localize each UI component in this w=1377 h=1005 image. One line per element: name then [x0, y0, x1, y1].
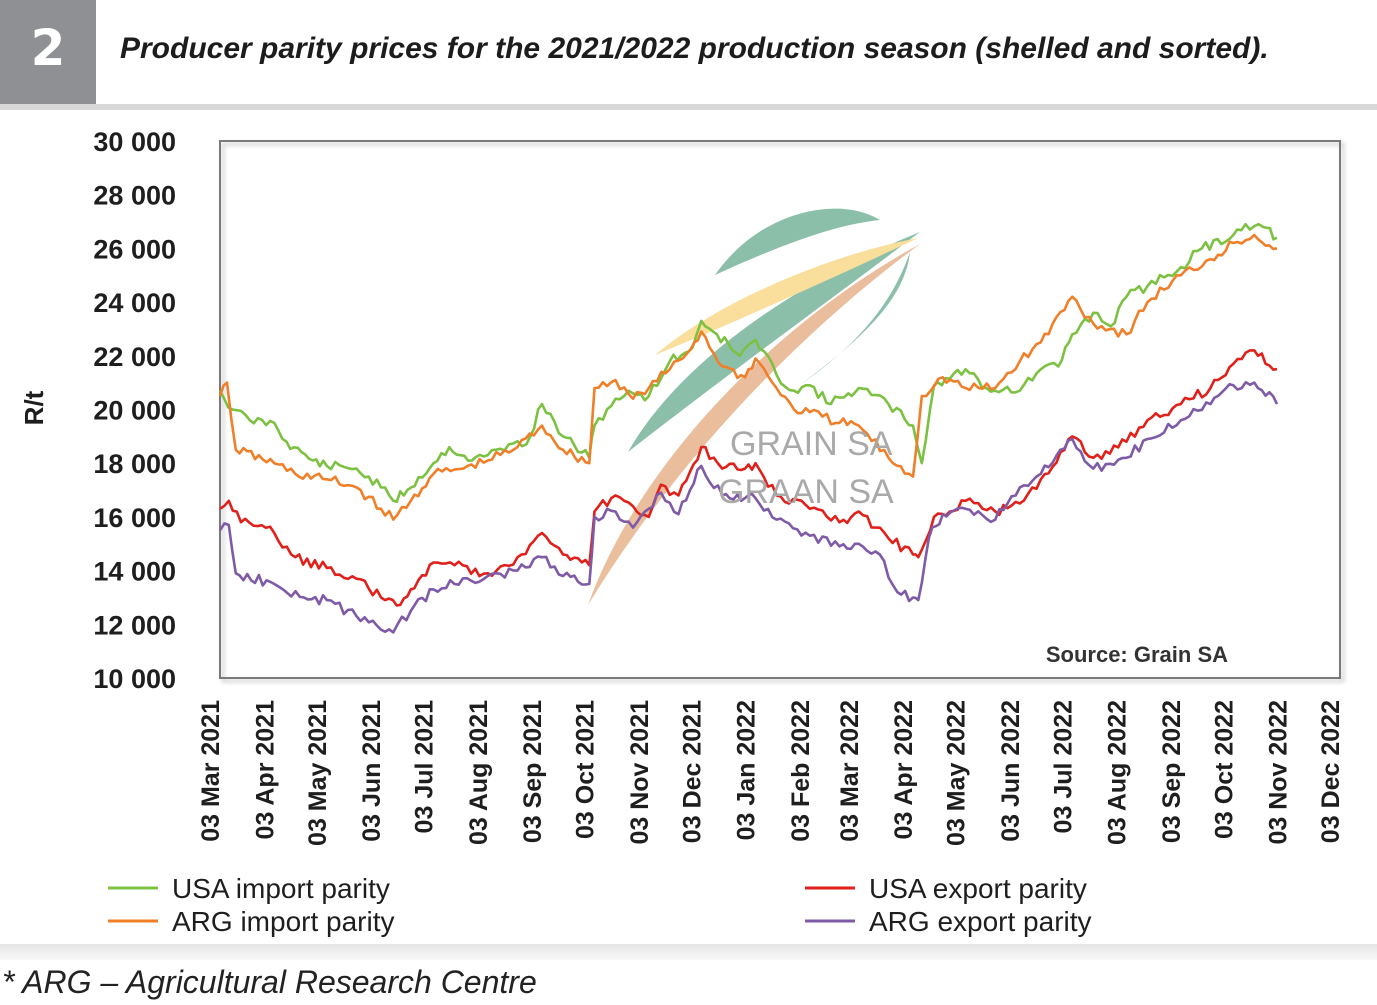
- x-tick-label: 03 Mar 2021: [197, 700, 225, 842]
- legend-label: ARG export parity: [869, 906, 1092, 937]
- x-tick-label: 03 Apr 2022: [890, 700, 918, 839]
- y-tick-label: 16 000: [93, 503, 176, 533]
- x-tick-label: 03 Jun 2021: [358, 700, 386, 842]
- x-tick-label: 03 Sep 2022: [1158, 700, 1186, 843]
- x-tick-label: 03 Dec 2022: [1317, 700, 1345, 843]
- x-tick-label: 03 Aug 2021: [465, 700, 493, 845]
- x-tick-label: 03 Oct 2021: [572, 700, 600, 839]
- legend-label: ARG import parity: [172, 906, 395, 937]
- series-line: [218, 233, 1278, 521]
- watermark-text-1: GRAIN SA: [730, 425, 893, 463]
- x-tick-label: 03 Apr 2021: [251, 700, 279, 840]
- y-tick-label: 22 000: [93, 342, 176, 372]
- legend-label: USA export parity: [869, 873, 1087, 904]
- series-line: [219, 349, 1278, 607]
- source-note: Source: Grain SA: [1046, 642, 1228, 667]
- y-tick-label: 18 000: [93, 449, 176, 479]
- series-line: [218, 381, 1279, 634]
- footnote: * ARG – Agricultural Research Centre: [2, 964, 537, 1000]
- x-tick-label: 03 Dec 2021: [678, 700, 706, 843]
- x-tick-label: 03 Sep 2021: [519, 700, 547, 843]
- x-tick-label: 03 Feb 2022: [787, 700, 815, 842]
- y-axis-label: R/t: [19, 390, 49, 425]
- x-tick-label: 03 Oct 2022: [1210, 700, 1238, 839]
- x-tick-label: 03 Jun 2022: [997, 700, 1025, 842]
- watermark-text-2: GRAAN SA: [718, 473, 894, 511]
- y-axis-ticks: 10 000 12 000 14 000 16 000 18 000 20 000 22 0…: [93, 127, 176, 694]
- plot-area-frame: [219, 140, 1341, 679]
- y-tick-label: 26 000: [93, 234, 176, 264]
- x-tick-label: 03 Nov 2022: [1265, 700, 1293, 845]
- footer-band: [0, 944, 1377, 960]
- x-tick-label: 03 Aug 2022: [1104, 700, 1132, 845]
- x-tick-label: 03 Nov 2021: [626, 700, 654, 845]
- series-lines: [218, 222, 1279, 634]
- y-tick-label: 28 000: [93, 181, 176, 211]
- y-tick-label: 14 000: [93, 557, 176, 587]
- x-axis-ticks: 03 Mar 2021 03 Apr 2021 03 May 2021 03 Jun …: [197, 700, 1345, 846]
- grain-sa-watermark-logo: [588, 208, 920, 605]
- y-tick-label: 30 000: [93, 127, 176, 157]
- x-tick-label: 03 Mar 2022: [836, 700, 864, 842]
- figure-header: 2 Producer parity prices for the 2021/20…: [0, 0, 1377, 110]
- chart: 10 000 12 000 14 000 16 000 18 000 20 000 22 0…: [19, 127, 1345, 937]
- x-tick-label: 03 Jan 2022: [733, 700, 761, 840]
- series-line: [218, 222, 1278, 504]
- y-tick-label: 12 000: [93, 610, 176, 640]
- y-tick-label: 20 000: [93, 396, 176, 426]
- legend-label: USA import parity: [172, 873, 390, 904]
- y-tick-label: 10 000: [93, 664, 176, 694]
- chart-title: Producer parity prices for the 2021/2022…: [120, 32, 1269, 65]
- x-tick-label: 03 Jul 2021: [411, 700, 439, 834]
- figure-number: 2: [0, 0, 96, 104]
- x-tick-label: 03 May 2021: [304, 700, 332, 846]
- x-tick-label: 03 Jul 2022: [1049, 700, 1077, 833]
- y-tick-label: 24 000: [93, 288, 176, 318]
- x-tick-label: 03 May 2022: [943, 700, 971, 846]
